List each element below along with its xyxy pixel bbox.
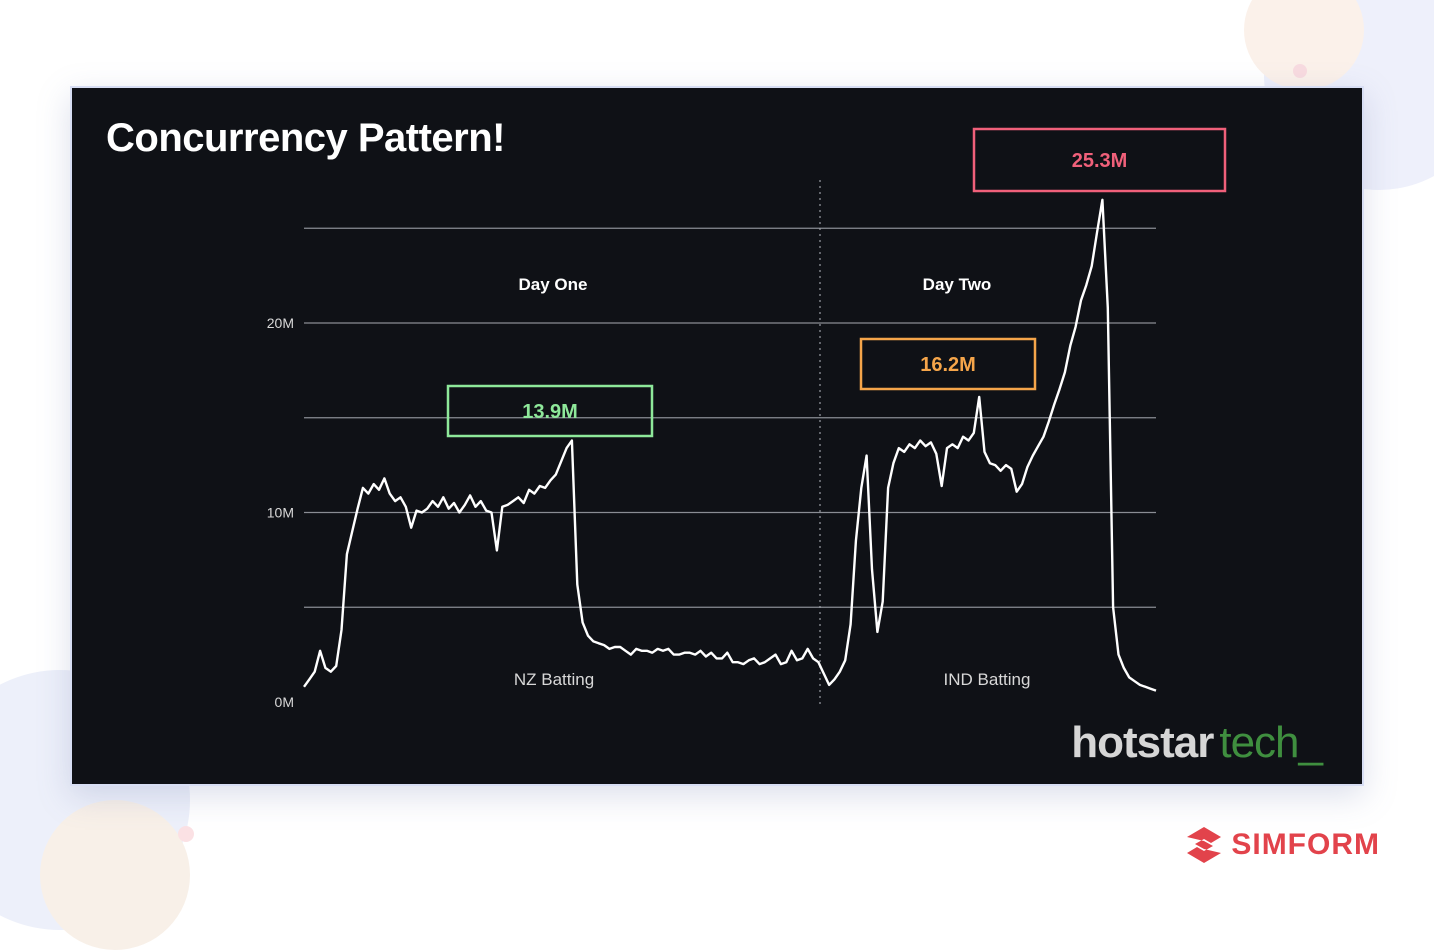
slide-title: Concurrency Pattern! — [106, 116, 505, 160]
simform-brand: SIMFORM — [1185, 825, 1380, 865]
simform-logo-icon — [1187, 827, 1222, 863]
hotstar-tech-logo: hotstar tech_ — [1071, 718, 1323, 768]
series-line — [303, 198, 1157, 692]
innings-label: IND Batting — [944, 670, 1031, 689]
hotstar-logo-light: tech_ — [1219, 718, 1323, 767]
decor-dot-bottom-left — [178, 826, 194, 842]
annotation-box — [446, 384, 654, 438]
annotation-label: 13.9M — [522, 401, 578, 423]
y-tick-label: 20M — [267, 315, 294, 331]
slide-panel: Concurrency Pattern! 0M 10M 20M Day One Day … — [70, 86, 1364, 786]
day-label: Day One — [519, 275, 588, 294]
annotation-label: 16.2M — [920, 354, 976, 376]
day-label: Day Two — [923, 275, 992, 294]
y-tick-label: 0M — [275, 694, 294, 710]
annotation-label: 25.3M — [1072, 150, 1128, 172]
concurrency-chart: 0M 10M 20M Day One Day Two NZ Batting IND Batt… — [267, 127, 1227, 710]
annotation-box — [859, 337, 1037, 391]
hotstar-logo-bold: hotstar — [1071, 718, 1214, 767]
decor-circle-bottom-left-2 — [40, 800, 190, 950]
annotation-box — [972, 127, 1227, 193]
simform-wordmark: SIMFORM — [1231, 828, 1380, 861]
innings-label: NZ Batting — [514, 670, 594, 689]
y-tick-label: 10M — [267, 505, 294, 521]
decor-dot-top-right — [1293, 64, 1307, 78]
